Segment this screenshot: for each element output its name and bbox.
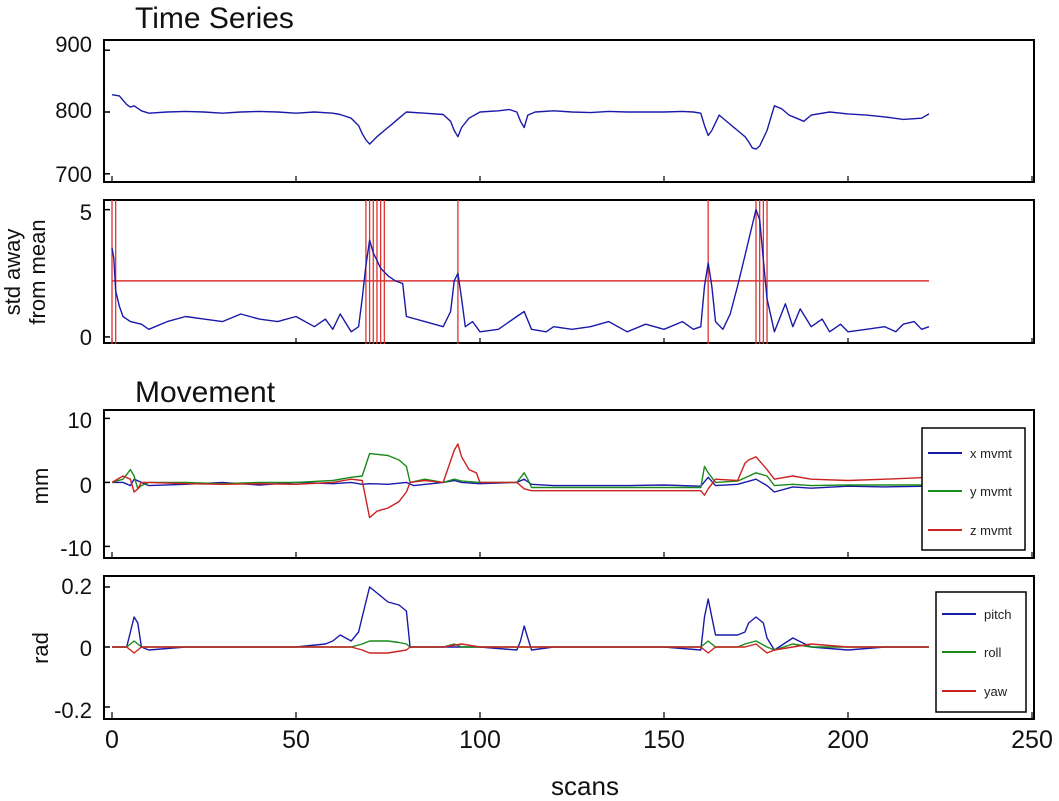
legend-label-pitch: pitch <box>984 607 1011 622</box>
plot-area-std <box>104 200 1033 344</box>
xtick-0: 0 <box>105 726 119 754</box>
ytick-ts-900: 900 <box>55 32 92 57</box>
ytick-mm-10: 10 <box>68 408 92 433</box>
ytick-mm-0: 0 <box>80 473 92 498</box>
ytick-ts-700: 700 <box>55 162 92 187</box>
time-series-title: Time Series <box>135 2 294 35</box>
panel-frame-std <box>103 199 1035 344</box>
xtick-250: 250 <box>1011 726 1053 754</box>
panel-frame-ts <box>103 39 1035 183</box>
xtick-200: 200 <box>827 726 869 754</box>
legend-label-y-mvmt: y mvmt <box>970 484 1012 499</box>
series-line-time-series-0 <box>111 94 930 150</box>
ytick-std-0: 0 <box>80 325 92 350</box>
panel-std: 5 0 std away from mean <box>0 199 1035 350</box>
legend-label-yaw: yaw <box>984 684 1008 699</box>
legend-rad: pitch roll yaw <box>935 591 1027 713</box>
ytick-rad-0: 0 <box>80 636 92 661</box>
xtick-50: 50 <box>282 726 310 754</box>
legend-label-x-mvmt: x mvmt <box>970 446 1012 461</box>
plot-area-rad <box>104 586 1033 718</box>
series-line-std-away-from-mean-0 <box>111 208 930 333</box>
series-line-movement-rad-yaw <box>112 643 929 654</box>
series-line-movement-mm-z-mvmt <box>111 443 930 519</box>
xaxis-title-scans: scans <box>551 771 619 801</box>
xtick-150: 150 <box>643 726 685 754</box>
series-line-movement-mm-y-mvmt <box>111 452 929 490</box>
ytick-std-5: 5 <box>80 200 92 225</box>
ytick-rad-neg0.2: -0.2 <box>54 698 92 723</box>
panel-time-series: 900 800 700 <box>55 32 1035 187</box>
ytick-ts-800: 800 <box>55 98 92 123</box>
ylabel-std-line1: std away <box>0 229 25 316</box>
movement-title: Movement <box>135 376 276 409</box>
ytick-mm-neg10: -10 <box>60 536 92 561</box>
ytick-rad-0.2: 0.2 <box>61 574 92 599</box>
legend-mm: x mvmt y mvmt z mvmt <box>921 427 1026 551</box>
ylabel-mm: mm <box>28 468 53 505</box>
legend-label-roll: roll <box>984 645 1001 660</box>
ylabel-std-line2: from mean <box>25 219 50 324</box>
panel-mm: 10 0 -10 mm x mvmt y mvmt z mvmt <box>28 408 1035 561</box>
plot-area-ts <box>104 49 1033 182</box>
xtick-100: 100 <box>459 726 501 754</box>
panel-rad: 0.2 0 -0.2 rad pitch roll yaw 0 50 100 1… <box>28 574 1053 754</box>
plot-area-mm <box>104 417 1033 558</box>
legend-label-z-mvmt: z mvmt <box>970 523 1012 538</box>
ylabel-rad: rad <box>28 632 53 664</box>
